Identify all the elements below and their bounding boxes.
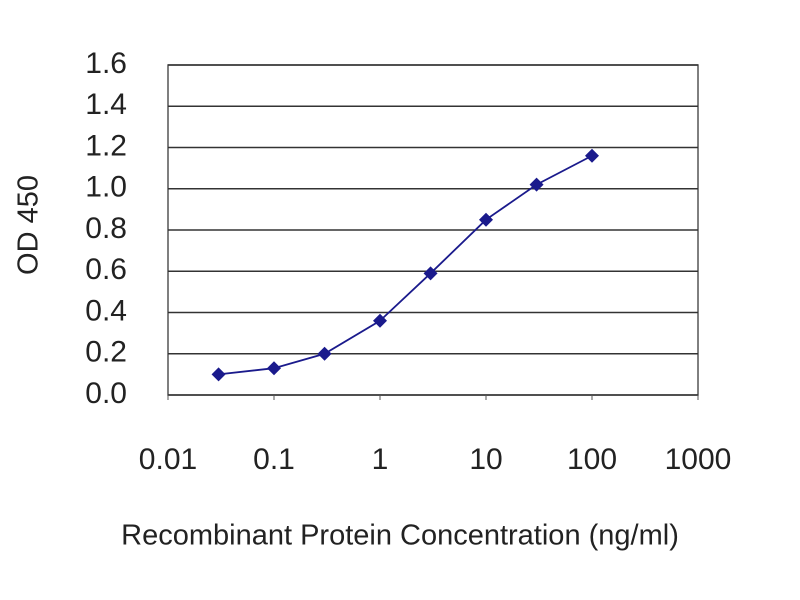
x-tick-label: 10 [469,443,502,476]
y-tick-label: 0.0 [85,377,127,410]
y-axis-title: OD 450 [13,175,45,275]
y-tick-label: 1.0 [85,171,127,204]
data-point [423,266,438,281]
y-tick-label: 1.4 [85,88,127,121]
data-point [373,313,387,328]
data-point [317,346,332,361]
x-tick-label: 100 [567,443,617,476]
x-axis-title: Recombinant Protein Concentration (ng/ml… [121,520,679,552]
x-tick-label: 1000 [665,443,732,476]
y-tick-label: 0.4 [85,294,127,327]
x-tick-label: 0.1 [253,443,295,476]
data-point [479,212,493,227]
data-point [211,367,226,382]
y-tick-label: 0.8 [85,212,127,245]
data-point [529,177,544,192]
y-tick-label: 1.6 [85,47,127,80]
data-line [218,154,593,376]
data-point [267,361,281,376]
y-tick-label: 0.6 [85,253,127,286]
x-tick-label: 0.01 [139,443,197,476]
y-tick-label: 1.2 [85,129,127,162]
data-point [585,148,599,163]
y-tick-label: 0.2 [85,336,127,369]
x-tick-label: 1 [372,443,389,476]
